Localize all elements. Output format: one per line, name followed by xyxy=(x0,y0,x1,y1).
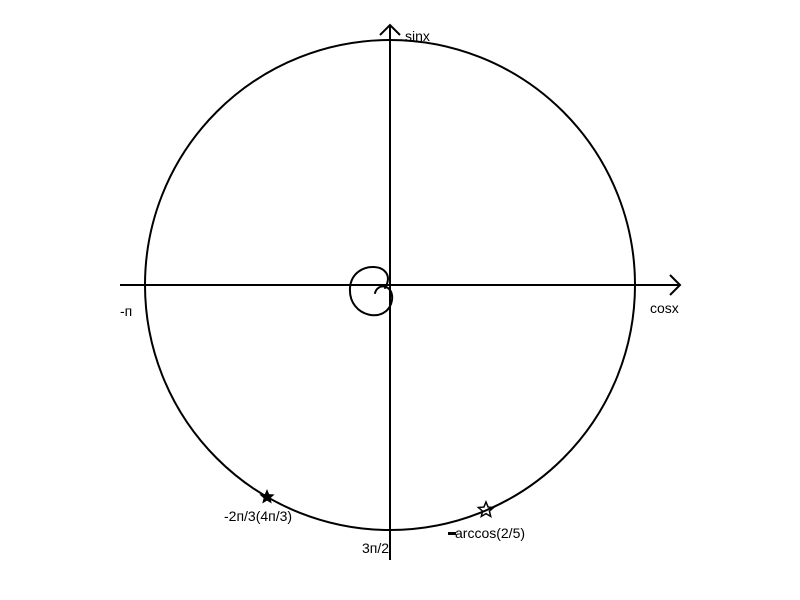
y-axis-label: sinx xyxy=(405,28,430,44)
star-marker-1 xyxy=(259,489,274,503)
unit-circle-diagram xyxy=(0,0,800,600)
bottom-label: 3п/2 xyxy=(362,540,389,556)
point2-label: arccos(2/5) xyxy=(455,525,525,541)
star-marker-2 xyxy=(478,502,493,516)
center-spiral xyxy=(350,267,392,315)
point1-label: -2п/3(4п/3) xyxy=(224,508,292,524)
x-axis-label: cosx xyxy=(650,300,679,316)
neg-pi-label: -п xyxy=(120,303,132,319)
